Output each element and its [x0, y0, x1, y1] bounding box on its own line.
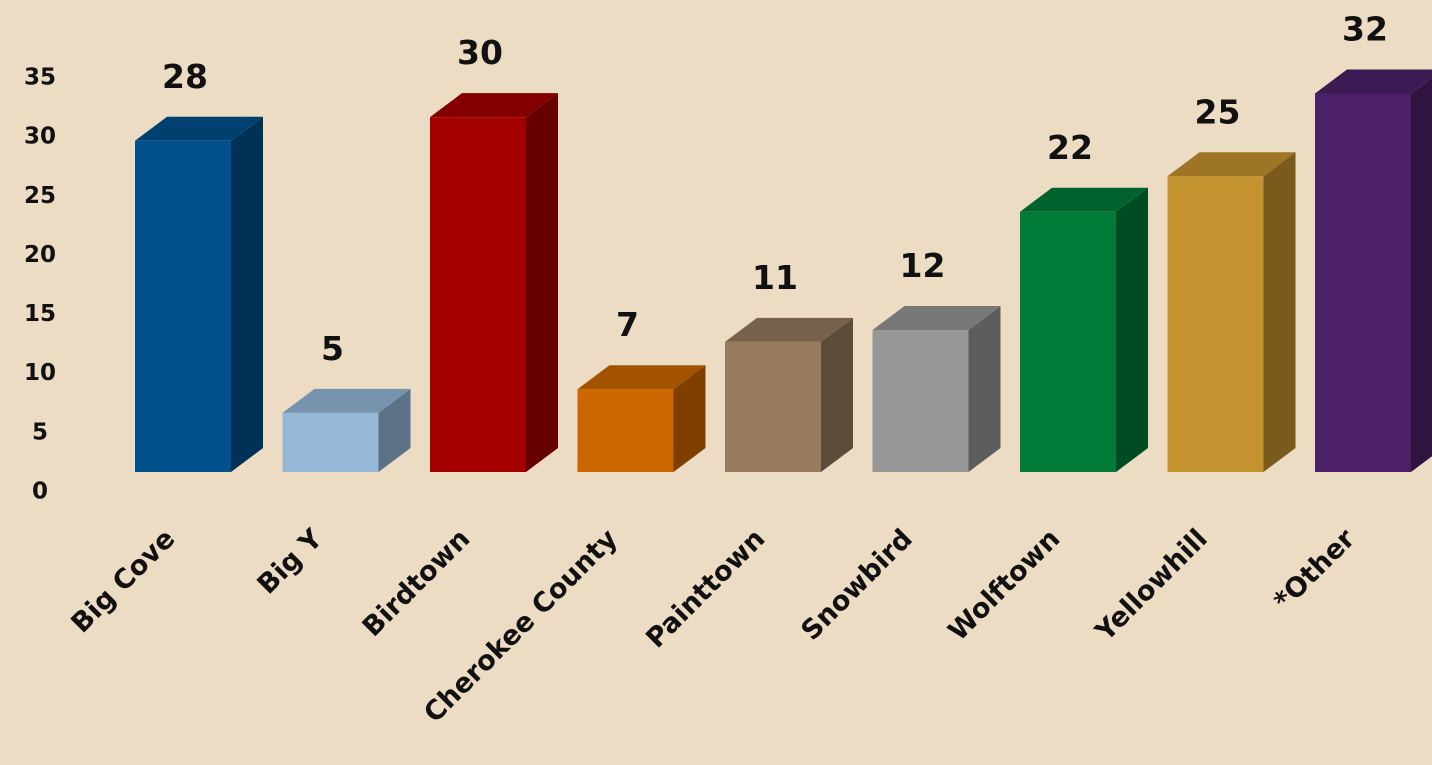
x-tick-label: *Other: [1268, 523, 1362, 617]
y-tick-label: 5: [32, 419, 48, 445]
value-label: 5: [321, 329, 344, 368]
value-label: 22: [1047, 128, 1093, 167]
bar-side: [821, 317, 853, 472]
x-tick-label: Birdtown: [357, 523, 477, 643]
bar-side: [1263, 152, 1296, 473]
bar-top: [282, 388, 411, 413]
bar-side: [378, 388, 411, 472]
bar: [1167, 176, 1264, 473]
x-tick-label: Big Cove: [65, 523, 181, 639]
bar: [135, 140, 231, 473]
value-label: 12: [900, 246, 946, 285]
bar: [725, 341, 821, 472]
x-tick-label: Painttown: [640, 523, 771, 654]
bar: [430, 117, 526, 473]
bar-top: [577, 365, 706, 390]
y-tick-label: 15: [24, 301, 56, 327]
bar: [1020, 211, 1116, 472]
x-tick-label: Snowbird: [795, 523, 918, 646]
bar-top: [725, 317, 853, 342]
y-tick-label: 20: [24, 242, 56, 268]
bar-top: [872, 306, 1001, 331]
bar: [872, 330, 969, 472]
value-label: 32: [1342, 9, 1388, 48]
y-tick-label: 30: [24, 124, 56, 150]
y-tick-label: 25: [24, 183, 56, 209]
bar-side: [231, 116, 263, 473]
bar: [577, 389, 674, 472]
x-tick-label: Big Y: [252, 523, 329, 600]
value-label: 30: [457, 33, 503, 72]
y-tick-label: 35: [24, 65, 56, 91]
value-label: 7: [616, 305, 639, 344]
y-tick-label: 0: [32, 479, 48, 505]
bar-side: [673, 365, 706, 472]
bar-top: [1315, 69, 1432, 94]
x-tick-label: Yellowhill: [1089, 523, 1214, 648]
y-tick-label: 10: [24, 360, 56, 386]
bar-top: [1167, 152, 1296, 177]
value-label: 25: [1195, 92, 1241, 131]
bar: [1315, 93, 1411, 472]
value-label: 28: [162, 57, 208, 96]
bar-side: [526, 93, 558, 473]
bar: [282, 412, 379, 472]
bar-top: [430, 93, 558, 118]
x-tick-label: Wolftown: [943, 523, 1067, 647]
bar-side: [1411, 77, 1432, 472]
bar-top: [1020, 187, 1148, 212]
value-label: 11: [752, 258, 798, 297]
bar-side: [1116, 187, 1148, 472]
bar-top: [135, 116, 263, 141]
bar-side: [968, 306, 1001, 472]
